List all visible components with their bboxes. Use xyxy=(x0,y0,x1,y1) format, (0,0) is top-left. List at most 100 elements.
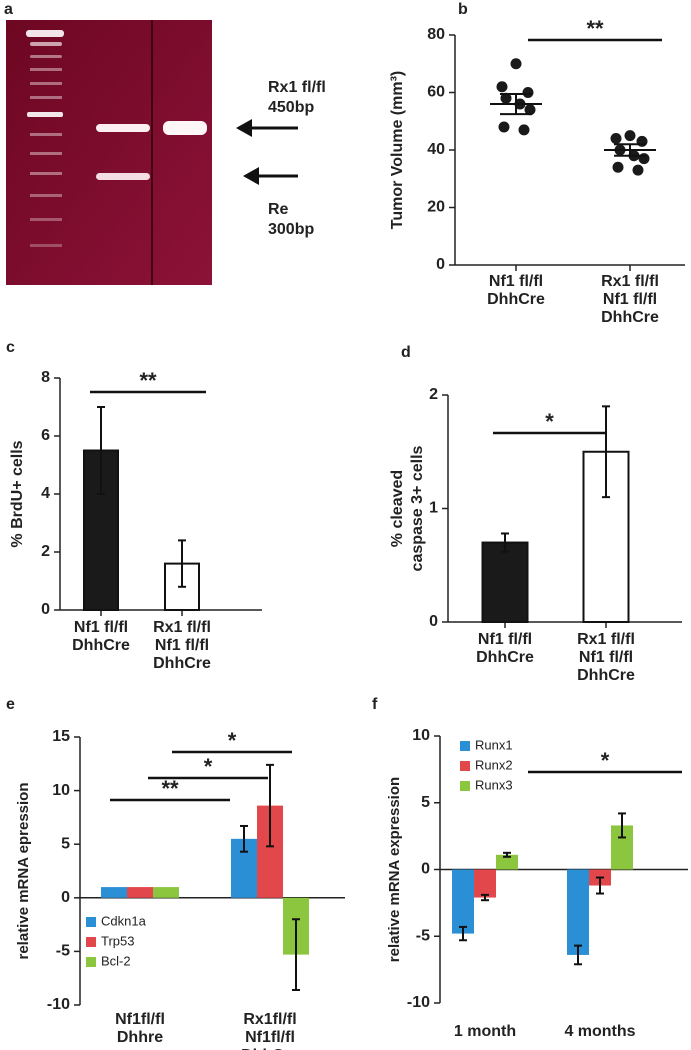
y-tick-label: 0 xyxy=(61,889,70,906)
y-tick-label: 0 xyxy=(436,256,445,273)
y-tick-label: 40 xyxy=(427,141,445,158)
legend-label: Runx2 xyxy=(475,757,513,772)
panel-letter: b xyxy=(458,1,468,18)
panel-letter: a xyxy=(4,1,13,18)
panel-letter: e xyxy=(6,696,15,713)
x-tick-label: DhhCre xyxy=(241,1047,299,1050)
legend-label: Cdkn1a xyxy=(101,913,147,928)
significance-mark: ** xyxy=(161,776,179,801)
significance-mark: * xyxy=(601,748,610,773)
y-tick-label: 6 xyxy=(41,427,50,444)
data-point xyxy=(500,92,512,104)
x-tick-label: 4 months xyxy=(564,1023,635,1040)
significance-mark: * xyxy=(204,754,213,779)
y-tick-label: 2 xyxy=(41,543,50,560)
x-tick-label: DhhCre xyxy=(601,309,659,326)
y-tick-label: 5 xyxy=(421,794,430,811)
gel-band xyxy=(96,173,150,180)
y-axis-title: % BrdU+ cells xyxy=(9,440,26,547)
band-label: Re xyxy=(268,201,289,218)
data-point xyxy=(610,133,622,144)
x-tick-label: 1 month xyxy=(454,1023,516,1040)
x-tick-label: DhhCre xyxy=(487,291,545,308)
legend-label: Bcl-2 xyxy=(101,953,131,968)
data-point xyxy=(632,164,644,176)
x-tick-label: Nf1 fl/fl xyxy=(603,291,657,308)
data-point xyxy=(518,124,530,136)
legend-swatch xyxy=(460,741,470,751)
gel-ladder xyxy=(26,30,64,247)
y-tick-label: 0 xyxy=(429,613,438,630)
significance-mark: ** xyxy=(139,368,157,393)
bar xyxy=(101,887,127,898)
significance-mark: ** xyxy=(586,16,604,41)
y-axis-title: % cleaved xyxy=(389,470,406,547)
x-tick-label: Rx1 fl/fl xyxy=(153,619,211,636)
panel-letter: d xyxy=(401,344,411,361)
x-tick-label: Dhhre xyxy=(117,1029,163,1046)
band-label: Rx1 fl/fl xyxy=(268,79,326,96)
band-label: 450bp xyxy=(268,99,314,116)
x-tick-label: Rx1 fl/fl xyxy=(601,273,659,290)
y-tick-label: 60 xyxy=(427,84,445,101)
y-tick-label: 2 xyxy=(429,386,438,403)
x-tick-label: Nf1 fl/fl xyxy=(478,631,532,648)
y-tick-label: 20 xyxy=(427,199,445,216)
y-axis-title: Tumor Volume (mm³) xyxy=(389,71,406,230)
bar xyxy=(567,869,589,955)
x-tick-label: Nf1 fl/fl xyxy=(579,649,633,666)
legend-swatch xyxy=(86,917,96,927)
data-point xyxy=(496,81,508,93)
x-tick-label: DhhCre xyxy=(153,655,211,672)
legend-label: Runx3 xyxy=(475,777,513,792)
gel-band xyxy=(96,124,150,132)
y-tick-label: -10 xyxy=(47,996,70,1013)
data-point xyxy=(524,104,536,116)
legend-swatch xyxy=(86,937,96,947)
y-tick-label: -10 xyxy=(407,994,430,1011)
y-tick-label: 0 xyxy=(41,601,50,618)
bar xyxy=(452,869,474,934)
y-tick-label: 15 xyxy=(52,728,70,745)
gel-image xyxy=(6,20,212,285)
x-tick-label: DhhCre xyxy=(476,649,534,666)
x-tick-label: DhhCre xyxy=(72,637,130,654)
y-tick-label: 10 xyxy=(52,782,70,799)
significance-mark: * xyxy=(228,728,237,753)
legend-label: Runx1 xyxy=(475,737,513,752)
x-tick-label: Nf1fl/fl xyxy=(115,1011,165,1028)
y-tick-label: 8 xyxy=(41,369,50,386)
bar xyxy=(153,887,179,898)
x-tick-label: Rx1fl/fl xyxy=(243,1011,296,1028)
x-tick-label: Nf1 fl/fl xyxy=(155,637,209,654)
panel-letter: c xyxy=(6,339,15,356)
y-axis-title: relative mRNA epression xyxy=(15,782,32,959)
y-tick-label: 5 xyxy=(61,835,70,852)
data-point xyxy=(498,121,510,133)
band-label: 300bp xyxy=(268,221,314,238)
data-point xyxy=(510,58,522,70)
data-point xyxy=(612,161,624,173)
panel-letter: f xyxy=(372,696,378,713)
bar xyxy=(611,825,633,870)
gel-panel: a Rx1 fl/fl 450bp Re 300bp xyxy=(4,1,326,285)
y-axis-title: caspase 3+ cells xyxy=(409,445,426,571)
x-tick-label: Nf1 fl/fl xyxy=(74,619,128,636)
y-tick-label: -5 xyxy=(416,927,430,944)
data-point xyxy=(522,87,534,98)
legend-swatch xyxy=(460,781,470,791)
y-tick-label: -5 xyxy=(56,943,70,960)
legend-swatch xyxy=(86,957,96,967)
significance-mark: * xyxy=(545,409,554,434)
x-tick-label: DhhCre xyxy=(577,667,635,684)
x-tick-label: Nf1 fl/fl xyxy=(489,273,543,290)
gel-arrows xyxy=(236,119,298,185)
y-tick-label: 0 xyxy=(421,861,430,878)
bar xyxy=(127,887,153,898)
legend-label: Trp53 xyxy=(101,933,134,948)
y-axis-title: relative mRNA expression xyxy=(386,777,403,962)
x-tick-label: Nf1fl/fl xyxy=(245,1029,295,1046)
bar xyxy=(481,541,529,623)
data-point xyxy=(624,130,636,142)
